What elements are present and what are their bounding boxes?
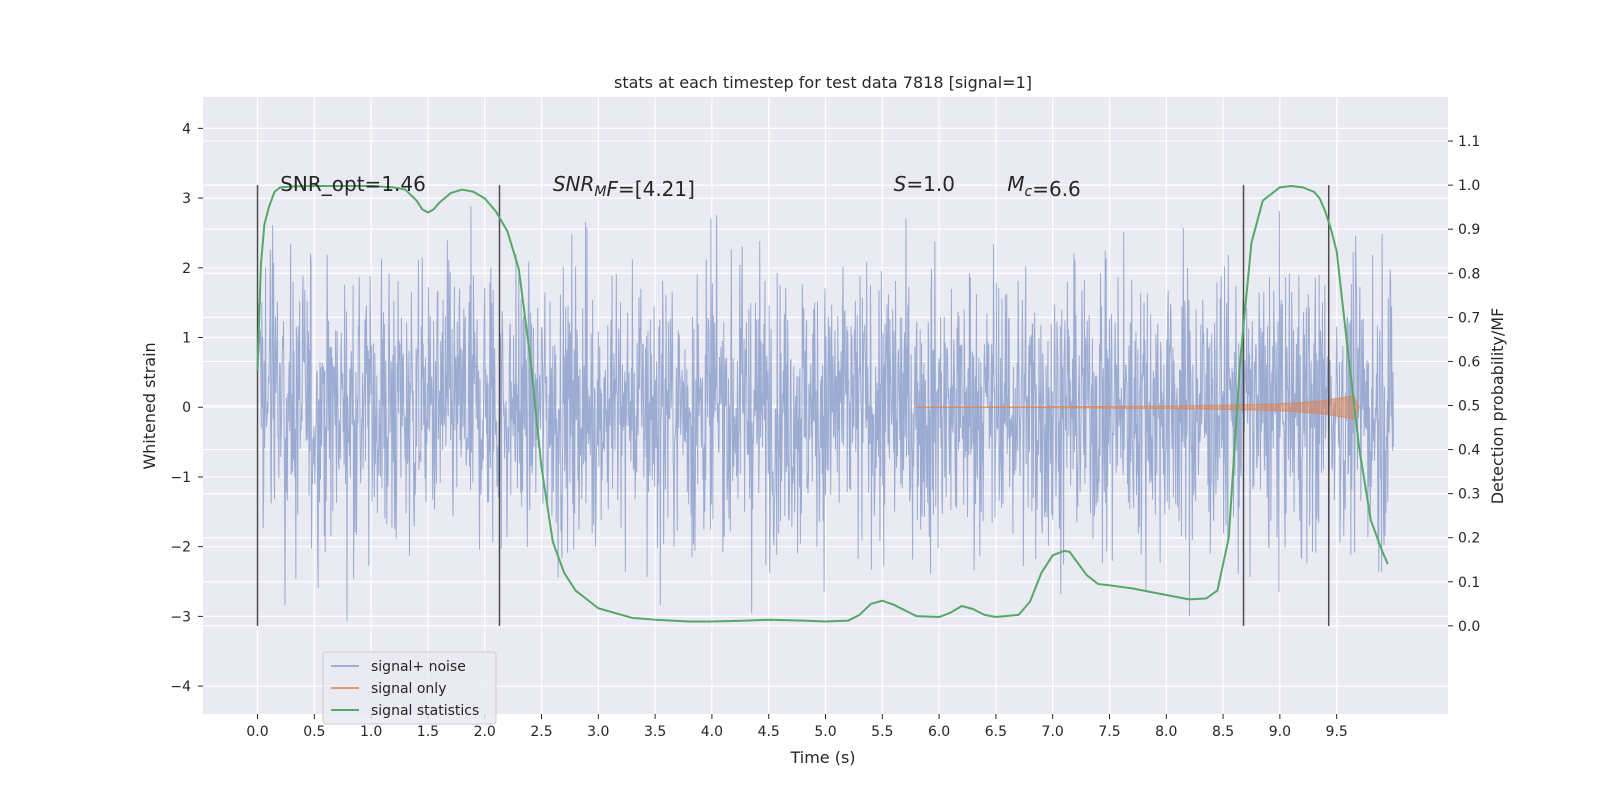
- y-tick-label: 0: [182, 400, 191, 416]
- signal-noise-line: [257, 206, 1394, 622]
- legend-entry: signal+ noise: [371, 659, 466, 675]
- y2-tick-label: 0.0: [1458, 619, 1480, 635]
- y2-tick-label: 1.0: [1458, 178, 1480, 194]
- y-tick-label: −4: [170, 679, 191, 695]
- x-tick-label: 9.5: [1326, 724, 1348, 740]
- x-tick-label: 7.5: [1098, 724, 1120, 740]
- x-tick-label: 3.0: [587, 724, 609, 740]
- x-tick-label: 6.0: [928, 724, 950, 740]
- y-tick-label: −3: [170, 609, 191, 625]
- y2-tick-label: 0.2: [1458, 531, 1480, 547]
- legend-entry: signal statistics: [371, 703, 479, 719]
- signal-only-trace: [915, 394, 1360, 420]
- signal-statistics-trace: [256, 185, 1389, 623]
- annotations: SNR_opt=1.46 SNRMF=[4.21] S=1.0 Mc=6.6: [280, 172, 1081, 201]
- vertical-markers: [256, 185, 1330, 626]
- y2-tick-label: 0.9: [1458, 222, 1480, 238]
- chart-title: stats at each timestep for test data 781…: [614, 73, 1032, 92]
- y-tick-label: 4: [182, 121, 191, 137]
- x-tick-label: 4.5: [758, 724, 780, 740]
- y-tick-label: 3: [182, 191, 191, 207]
- noise-trace: [257, 206, 1394, 622]
- annotation-text: SNRMF=[4.21]: [553, 172, 695, 201]
- x-tick-label: 9.0: [1269, 724, 1291, 740]
- y-tick-label: −1: [170, 470, 191, 486]
- annotation-text: SNR_opt=1.46: [280, 172, 426, 196]
- y2-tick-label: 0.5: [1458, 399, 1480, 415]
- y-tick-label: 1: [182, 331, 191, 347]
- y-axis-label: Whitened strain: [140, 342, 159, 469]
- x-tick-label: 8.5: [1212, 724, 1234, 740]
- y2-axis-label: Detection probability/MF: [1488, 308, 1507, 505]
- x-tick-label: 3.5: [644, 724, 666, 740]
- annotation-text: Mc=6.6: [1007, 172, 1081, 201]
- legend-entry: signal only: [371, 681, 446, 697]
- x-tick-label: 0.0: [246, 724, 268, 740]
- y2-tick-label: 0.6: [1458, 354, 1480, 370]
- x-tick-label: 5.5: [871, 724, 893, 740]
- x-tick-label: 7.0: [1042, 724, 1064, 740]
- legend-box: [322, 651, 497, 725]
- x-tick-label: 1.5: [417, 724, 439, 740]
- legend: signal+ noise signal only signal statistic…: [322, 651, 497, 725]
- y2-tick-label: 0.4: [1458, 443, 1480, 459]
- x-tick-label: 8.0: [1155, 724, 1177, 740]
- axes: 0.0 0.5 1.0 1.5 2.0 2.5 3.0 3.5 4.0 4.5 5.0 5.5 6.0 6…: [170, 121, 1480, 740]
- signal-only-envelope: [915, 394, 1360, 420]
- signal-statistics-line: [256, 185, 1389, 623]
- y2-tick-label: 0.7: [1458, 310, 1480, 326]
- y2-tick-label: 0.3: [1458, 487, 1480, 503]
- y-tick-label: −2: [170, 540, 191, 556]
- x-tick-label: 0.5: [303, 724, 325, 740]
- annotation-text: S=1.0: [894, 172, 955, 196]
- x-tick-label: 2.0: [474, 724, 496, 740]
- x-tick-label: 4.0: [701, 724, 723, 740]
- y-tick-label: 2: [182, 261, 191, 277]
- x-tick-label: 1.0: [360, 724, 382, 740]
- x-tick-label: 2.5: [530, 724, 552, 740]
- x-tick-label: 5.0: [814, 724, 836, 740]
- x-tick-label: 6.5: [985, 724, 1007, 740]
- y2-tick-label: 1.1: [1458, 134, 1480, 150]
- y2-tick-label: 0.1: [1458, 575, 1480, 591]
- x-axis-label: Time (s): [789, 748, 855, 767]
- y2-tick-label: 0.8: [1458, 266, 1480, 282]
